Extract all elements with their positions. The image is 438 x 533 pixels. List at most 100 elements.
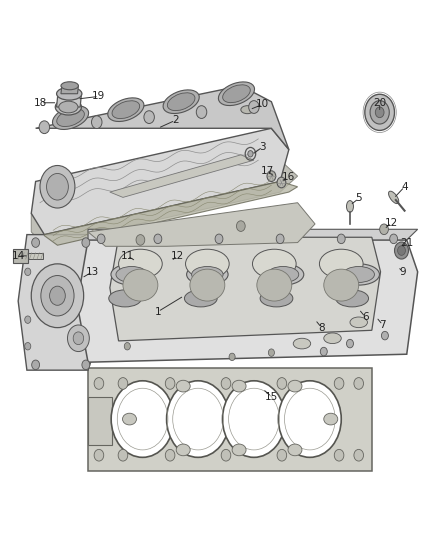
Circle shape xyxy=(277,449,287,461)
Ellipse shape xyxy=(111,264,152,285)
Ellipse shape xyxy=(324,269,359,301)
Ellipse shape xyxy=(257,269,292,301)
Polygon shape xyxy=(57,94,81,107)
Circle shape xyxy=(365,94,395,131)
Circle shape xyxy=(118,449,128,461)
Circle shape xyxy=(144,111,154,124)
Text: 12: 12 xyxy=(171,251,184,261)
Circle shape xyxy=(337,234,345,244)
Polygon shape xyxy=(31,160,297,245)
Circle shape xyxy=(354,377,364,389)
Ellipse shape xyxy=(192,266,223,282)
Ellipse shape xyxy=(267,266,299,282)
Circle shape xyxy=(97,234,105,244)
Ellipse shape xyxy=(319,249,363,278)
Ellipse shape xyxy=(186,249,229,278)
Ellipse shape xyxy=(346,200,353,212)
Text: 1: 1 xyxy=(155,306,161,317)
Circle shape xyxy=(25,268,31,276)
Circle shape xyxy=(73,332,84,345)
Polygon shape xyxy=(44,181,297,245)
Text: 2: 2 xyxy=(172,115,179,125)
Polygon shape xyxy=(61,86,78,94)
Ellipse shape xyxy=(252,249,296,278)
Circle shape xyxy=(229,353,235,361)
Circle shape xyxy=(196,106,207,118)
Ellipse shape xyxy=(293,338,311,349)
Bar xyxy=(88,397,112,445)
Circle shape xyxy=(375,107,384,118)
Ellipse shape xyxy=(187,264,228,285)
Circle shape xyxy=(268,349,275,357)
Circle shape xyxy=(25,343,31,350)
Circle shape xyxy=(249,101,259,114)
Polygon shape xyxy=(35,86,289,150)
Circle shape xyxy=(111,381,174,457)
Text: 14: 14 xyxy=(11,251,25,261)
Ellipse shape xyxy=(119,249,162,278)
Circle shape xyxy=(215,234,223,244)
Circle shape xyxy=(395,242,409,259)
Ellipse shape xyxy=(338,264,379,285)
Text: 20: 20 xyxy=(373,98,386,108)
Text: 3: 3 xyxy=(259,142,266,152)
Circle shape xyxy=(165,377,175,389)
Ellipse shape xyxy=(232,444,246,456)
Text: 8: 8 xyxy=(318,322,325,333)
Ellipse shape xyxy=(219,82,254,106)
Circle shape xyxy=(398,246,406,255)
Bar xyxy=(88,368,372,471)
Circle shape xyxy=(248,151,253,157)
Circle shape xyxy=(25,316,31,324)
Circle shape xyxy=(32,360,39,369)
Ellipse shape xyxy=(267,171,276,181)
Circle shape xyxy=(370,101,389,124)
Circle shape xyxy=(94,377,104,389)
Circle shape xyxy=(334,377,344,389)
Text: 16: 16 xyxy=(281,172,295,182)
Circle shape xyxy=(237,221,245,231)
Ellipse shape xyxy=(184,290,217,307)
Ellipse shape xyxy=(55,99,81,115)
Circle shape xyxy=(166,381,230,457)
Polygon shape xyxy=(110,237,381,341)
Text: 18: 18 xyxy=(34,98,47,108)
Circle shape xyxy=(118,377,128,389)
Ellipse shape xyxy=(123,413,137,425)
Text: 9: 9 xyxy=(399,267,406,277)
Circle shape xyxy=(279,381,341,457)
Circle shape xyxy=(381,332,389,340)
Polygon shape xyxy=(88,203,315,246)
Circle shape xyxy=(165,449,175,461)
Circle shape xyxy=(49,286,65,305)
Ellipse shape xyxy=(389,191,399,204)
Text: 6: 6 xyxy=(362,312,369,322)
Circle shape xyxy=(320,348,327,356)
Circle shape xyxy=(346,340,353,348)
Ellipse shape xyxy=(336,290,368,307)
Ellipse shape xyxy=(350,317,367,328)
Ellipse shape xyxy=(59,101,78,113)
Ellipse shape xyxy=(176,380,190,392)
Circle shape xyxy=(380,224,389,235)
Circle shape xyxy=(32,238,39,247)
Ellipse shape xyxy=(241,106,254,114)
Polygon shape xyxy=(77,240,418,362)
Polygon shape xyxy=(18,235,92,370)
Ellipse shape xyxy=(112,101,140,118)
Ellipse shape xyxy=(262,264,304,285)
Circle shape xyxy=(46,173,68,200)
Ellipse shape xyxy=(57,87,82,100)
Ellipse shape xyxy=(223,85,250,103)
Circle shape xyxy=(124,343,131,350)
Ellipse shape xyxy=(61,82,78,90)
Text: 17: 17 xyxy=(261,166,275,176)
Text: 4: 4 xyxy=(401,182,408,192)
Ellipse shape xyxy=(288,380,302,392)
Text: 19: 19 xyxy=(92,91,106,101)
Circle shape xyxy=(154,234,162,244)
Circle shape xyxy=(92,116,102,128)
Circle shape xyxy=(221,449,231,461)
Ellipse shape xyxy=(260,290,293,307)
Ellipse shape xyxy=(277,177,286,188)
